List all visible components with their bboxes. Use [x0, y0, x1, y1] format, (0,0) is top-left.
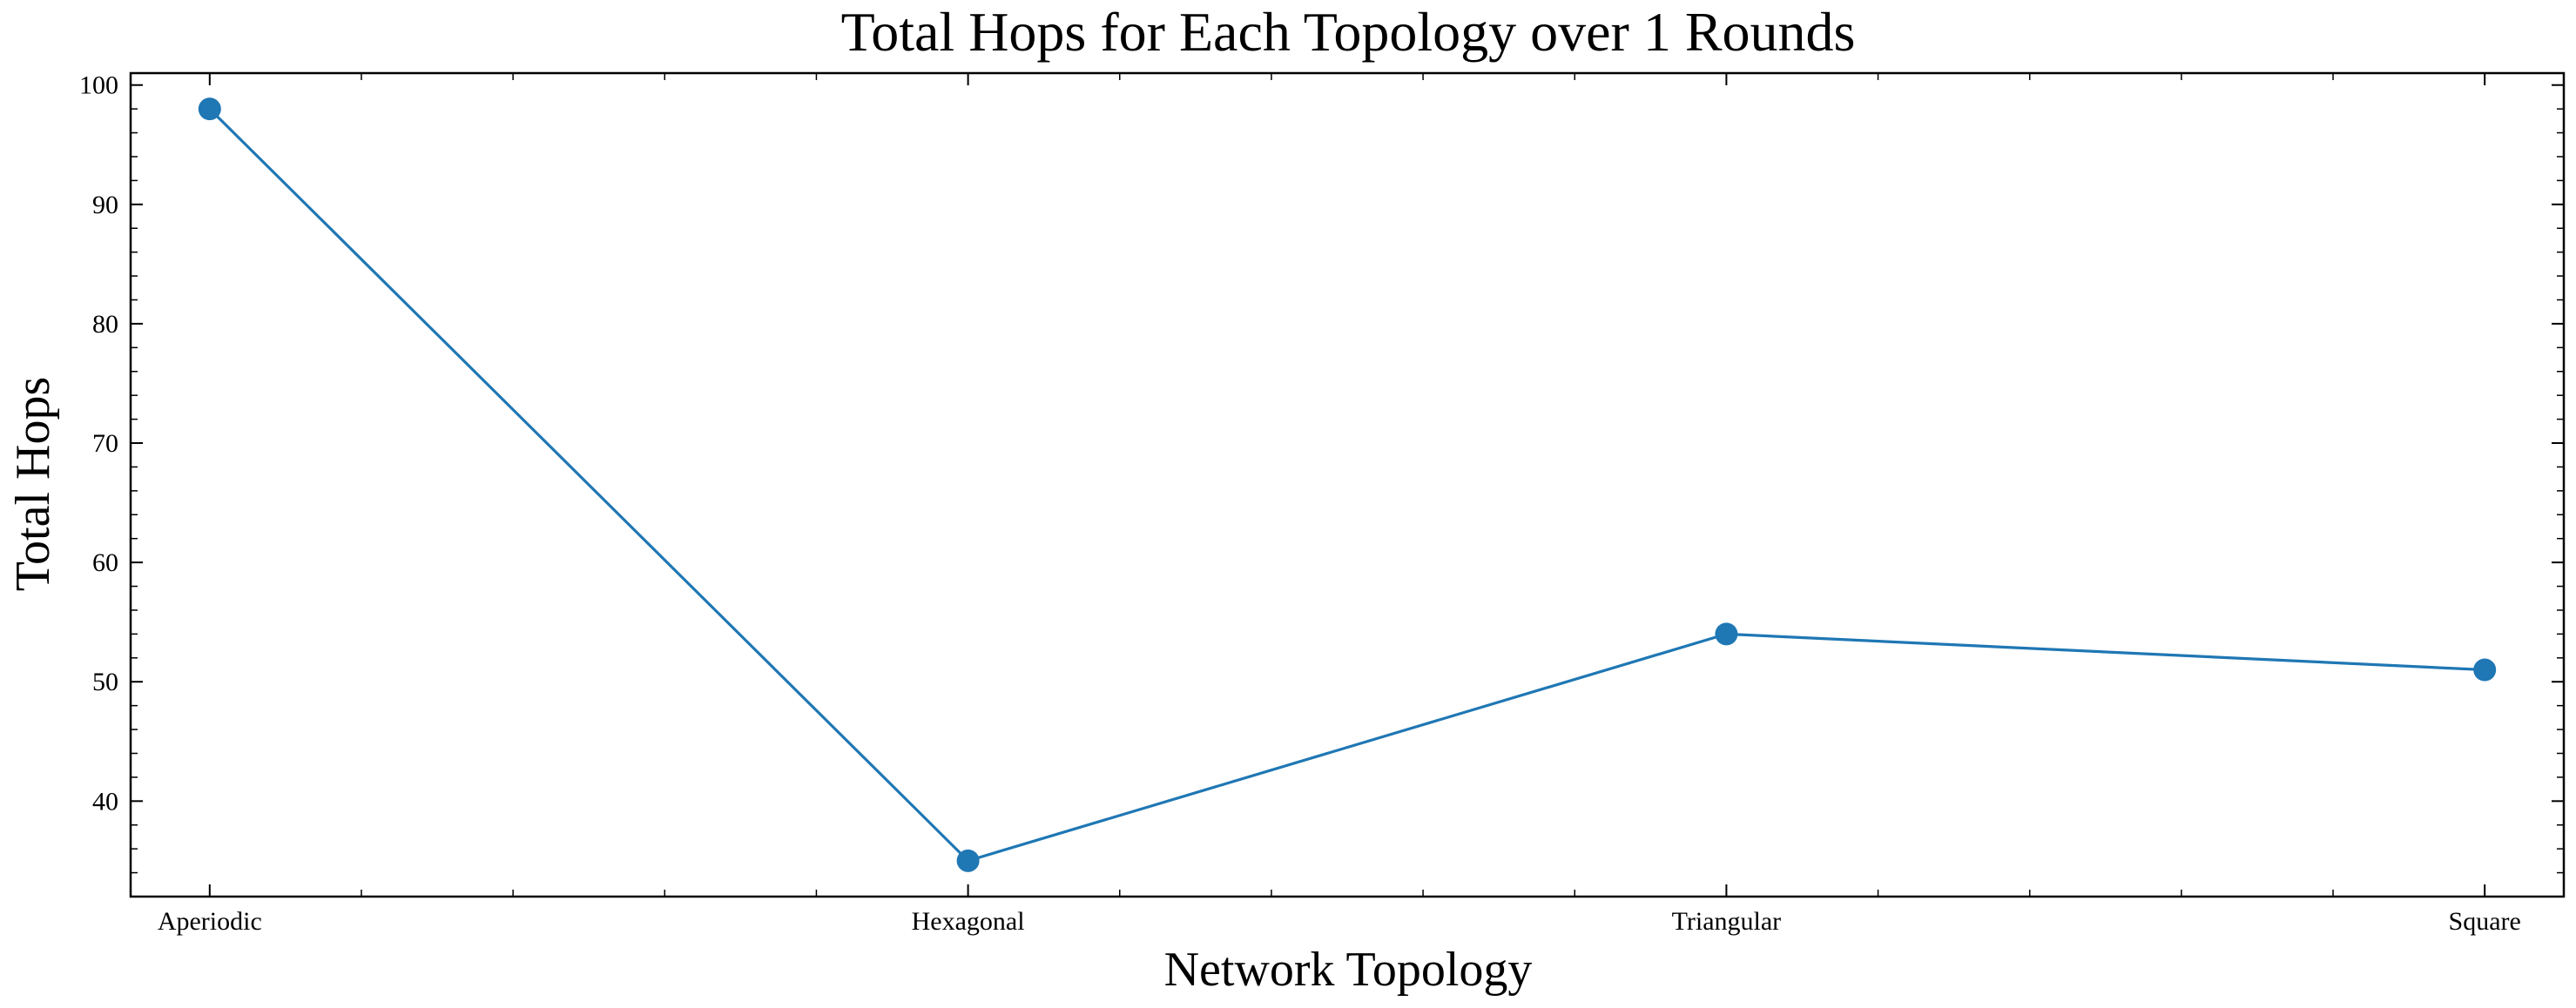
data-point	[198, 97, 221, 121]
y-tick-label: 90	[92, 191, 118, 219]
x-tick-label: Aperiodic	[158, 907, 262, 936]
plot-area: 40 50 60 70 80 90 100 Aperiodic Hexagonal Triangu…	[79, 71, 2566, 936]
y-tick-label: 100	[79, 71, 118, 100]
y-tick-label: 50	[92, 668, 118, 696]
y-axis-label: Total Hops	[6, 377, 60, 592]
chart-title: Total Hops for Each Topology over 1 Roun…	[841, 1, 1856, 63]
data-point	[1715, 622, 1738, 646]
y-tick-label: 80	[92, 310, 118, 339]
y-tick-label: 60	[92, 548, 118, 577]
data-point	[2473, 658, 2497, 682]
y-tick-label: 40	[92, 787, 118, 816]
x-tick-label: Triangular	[1672, 907, 1782, 936]
data-point	[956, 849, 980, 872]
x-tick-label: Square	[2449, 907, 2521, 936]
x-tick-label: Hexagonal	[912, 907, 1025, 936]
plot-frame	[129, 71, 2566, 898]
x-axis-label: Network Topology	[1164, 943, 1533, 997]
y-tick-label: 70	[92, 429, 118, 458]
series-line	[208, 107, 2485, 863]
